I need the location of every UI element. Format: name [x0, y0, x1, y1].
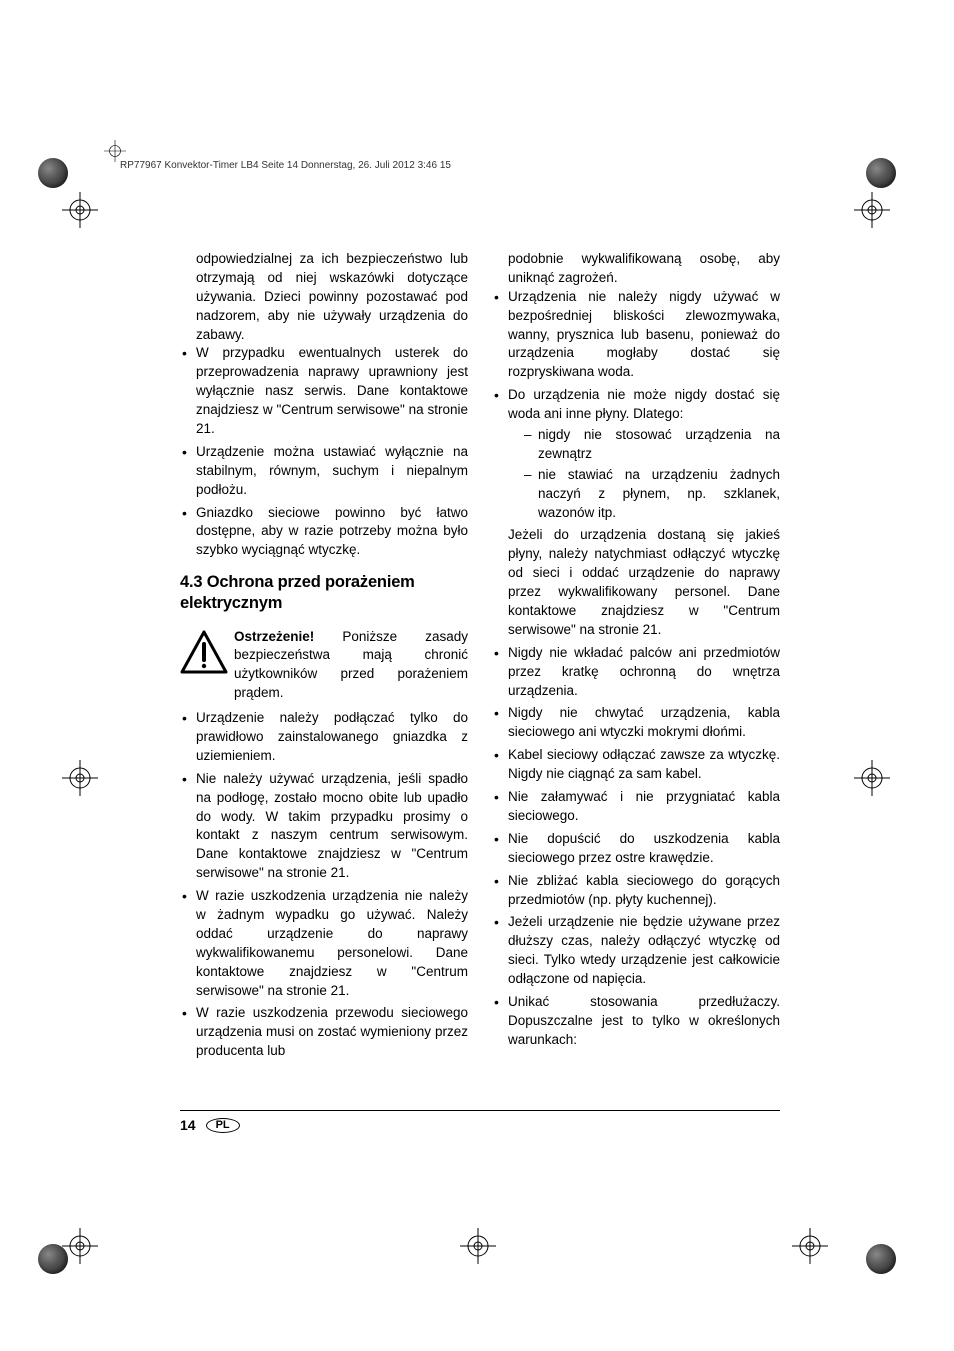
print-dot-br [866, 1244, 896, 1274]
language-badge: PL [206, 1118, 240, 1133]
crop-header: RP77967 Konvektor-Timer LB4 Seite 14 Don… [120, 160, 451, 171]
section-heading: 4.3 Ochrona przed porażeniem elektryczny… [180, 572, 468, 613]
page-footer: 14 PL [180, 1110, 780, 1133]
list-item: Gniazdko sieciowe powinno być łatwo dost… [180, 504, 468, 561]
list-item: Nigdy nie chwytać urządzenia, kabla siec… [492, 704, 780, 742]
print-dot-tl [38, 158, 68, 188]
intro-para-right: podobnie wykwalifikowaną osobę, aby unik… [492, 250, 780, 288]
right-column: podobnie wykwalifikowaną osobę, aby unik… [492, 250, 780, 1065]
crosshair-icon [460, 1228, 496, 1264]
bullet-lead: Do urządzenia nie może nigdy dostać się … [508, 387, 780, 421]
intro-para: odpowiedzialnej za ich bezpieczeństwo lu… [180, 250, 468, 344]
page-number: 14 [180, 1117, 196, 1133]
crosshair-icon [854, 760, 890, 796]
crosshair-icon [62, 760, 98, 796]
bullet-list-b: Urządzenie należy podłączać tylko do pra… [180, 709, 468, 1061]
list-item: Urządzenia nie należy nigdy używać w bez… [492, 288, 780, 382]
list-item: Nie należy używać urządzenia, jeśli spad… [180, 770, 468, 883]
list-item: Unikać stosowania przedłużaczy. Dopuszcz… [492, 993, 780, 1050]
list-item: Do urządzenia nie może nigdy dostać się … [492, 386, 780, 522]
crosshair-icon [62, 192, 98, 228]
list-item: Jeżeli urządzenie nie będzie używane prz… [492, 913, 780, 989]
bullet-list-rc: Nigdy nie wkładać palców ani przedmiotów… [492, 644, 780, 1050]
follow-para: Jeżeli do urządzenia dostaną się jakieś … [492, 526, 780, 639]
crosshair-icon [104, 140, 126, 162]
crosshair-icon [792, 1228, 828, 1264]
left-column: odpowiedzialnej za ich bezpieczeństwo lu… [180, 250, 468, 1065]
warning-label: Ostrzeżenie! [234, 629, 314, 644]
list-item: Nigdy nie wkładać palców ani przedmiotów… [492, 644, 780, 701]
list-item: nigdy nie stosować urządzenia na zewnątr… [524, 426, 780, 464]
crosshair-icon [854, 192, 890, 228]
dash-list: nigdy nie stosować urządzenia na zewnątr… [508, 426, 780, 522]
warning-block: Ostrzeżenie! Poniższe zasady bezpieczeńs… [180, 628, 468, 704]
crosshair-icon [62, 1228, 98, 1264]
list-item: Kabel sieciowy odłączać zawsze za wtyczk… [492, 746, 780, 784]
section-title: Ochrona przed porażeniem elektrycznym [180, 573, 415, 612]
list-item: Urządzenie należy podłączać tylko do pra… [180, 709, 468, 766]
list-item: Nie dopuścić do uszkodzenia kabla siecio… [492, 830, 780, 868]
list-item: W przypadku ewentualnych usterek do prze… [180, 344, 468, 438]
warning-triangle-icon [180, 630, 228, 674]
list-item: Urządzenie można ustawiać wyłącznie na s… [180, 443, 468, 500]
print-dot-tr [866, 158, 896, 188]
page-content: odpowiedzialnej za ich bezpieczeństwo lu… [180, 250, 780, 1065]
section-number: 4.3 [180, 573, 202, 591]
list-item: W razie uszkodzenia urządzenia nie należ… [180, 887, 468, 1000]
list-item: Nie zbliżać kabla sieciowego do gorących… [492, 872, 780, 910]
bullet-list-ra: Urządzenia nie należy nigdy używać w bez… [492, 288, 780, 523]
bullet-list-a: W przypadku ewentualnych usterek do prze… [180, 344, 468, 560]
list-item: Nie załamywać i nie przygniatać kabla si… [492, 788, 780, 826]
list-item: nie stawiać na urządzeniu żadnych naczyń… [524, 466, 780, 523]
list-item: W razie uszkodzenia przewodu sieciowego … [180, 1004, 468, 1061]
